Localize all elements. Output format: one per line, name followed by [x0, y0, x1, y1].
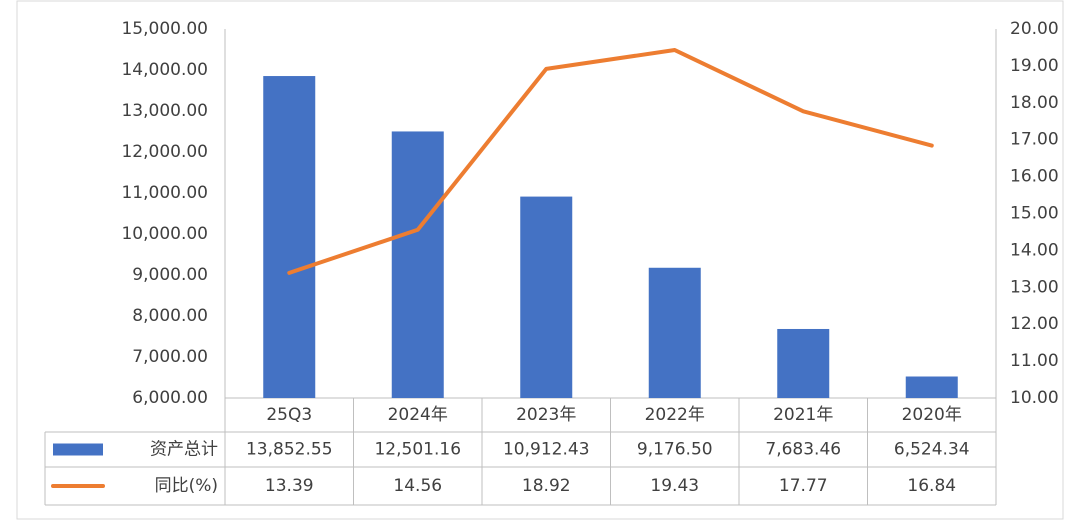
bar: [777, 328, 830, 398]
chart-border: [16, 0, 1064, 520]
table-value: 17.77: [779, 476, 828, 496]
table-value: 19.43: [650, 476, 699, 496]
table-value: 12,501.16: [374, 440, 461, 460]
line: [287, 48, 934, 275]
y-tick-label: 8,000.00: [132, 306, 208, 326]
table-value: 7,683.46: [765, 440, 841, 460]
x-tick-label: 2024年: [388, 405, 448, 425]
y2-tick-label: 11.00: [1010, 351, 1059, 371]
bar: [648, 267, 701, 398]
y2-tick-label: 15.00: [1010, 204, 1059, 224]
y2-tick-label: 12.00: [1010, 314, 1059, 334]
y2-tick-label: 20.00: [1010, 19, 1059, 39]
y-tick-label: 7,000.00: [132, 347, 208, 367]
y-tick-label: 9,000.00: [132, 265, 208, 285]
y2-tick-label: 19.00: [1010, 56, 1059, 76]
y2-tick-label: 16.00: [1010, 167, 1059, 187]
bar: [520, 196, 573, 398]
y-tick-label: 11,000.00: [121, 183, 208, 203]
y2-tick-label: 18.00: [1010, 93, 1059, 113]
table-value: 14.56: [393, 476, 442, 496]
table-value: 18.92: [522, 476, 571, 496]
y2-tick-label: 13.00: [1010, 277, 1059, 297]
table-value: 13.39: [265, 476, 314, 496]
bar: [391, 131, 444, 398]
y2-tick-label: 10.00: [1010, 388, 1059, 408]
bar: [263, 76, 316, 399]
legend-swatch: [53, 443, 103, 456]
table-value: 13,852.55: [246, 440, 333, 460]
table-value: 16.84: [907, 476, 956, 496]
table-value: 10,912.43: [503, 440, 590, 460]
y-tick-label: 12,000.00: [121, 142, 208, 162]
y-tick-label: 14,000.00: [121, 60, 208, 80]
table-value: 6,524.34: [894, 440, 970, 460]
y2-tick-label: 17.00: [1010, 130, 1059, 150]
table-value: 9,176.50: [637, 440, 713, 460]
bar: [905, 376, 958, 398]
y-tick-label: 15,000.00: [121, 19, 208, 39]
y2-tick-label: 14.00: [1010, 240, 1059, 260]
y-tick-label: 13,000.00: [121, 101, 208, 121]
x-tick-label: 2022年: [645, 405, 705, 425]
x-tick-label: 25Q3: [266, 405, 312, 425]
x-tick-label: 2020年: [902, 405, 962, 425]
legend-label: 同比(%): [155, 476, 218, 496]
x-tick-label: 2023年: [516, 405, 576, 425]
y-tick-label: 6,000.00: [132, 388, 208, 408]
y-tick-label: 10,000.00: [121, 224, 208, 244]
legend-label: 资产总计: [150, 440, 218, 460]
x-tick-label: 2021年: [773, 405, 833, 425]
